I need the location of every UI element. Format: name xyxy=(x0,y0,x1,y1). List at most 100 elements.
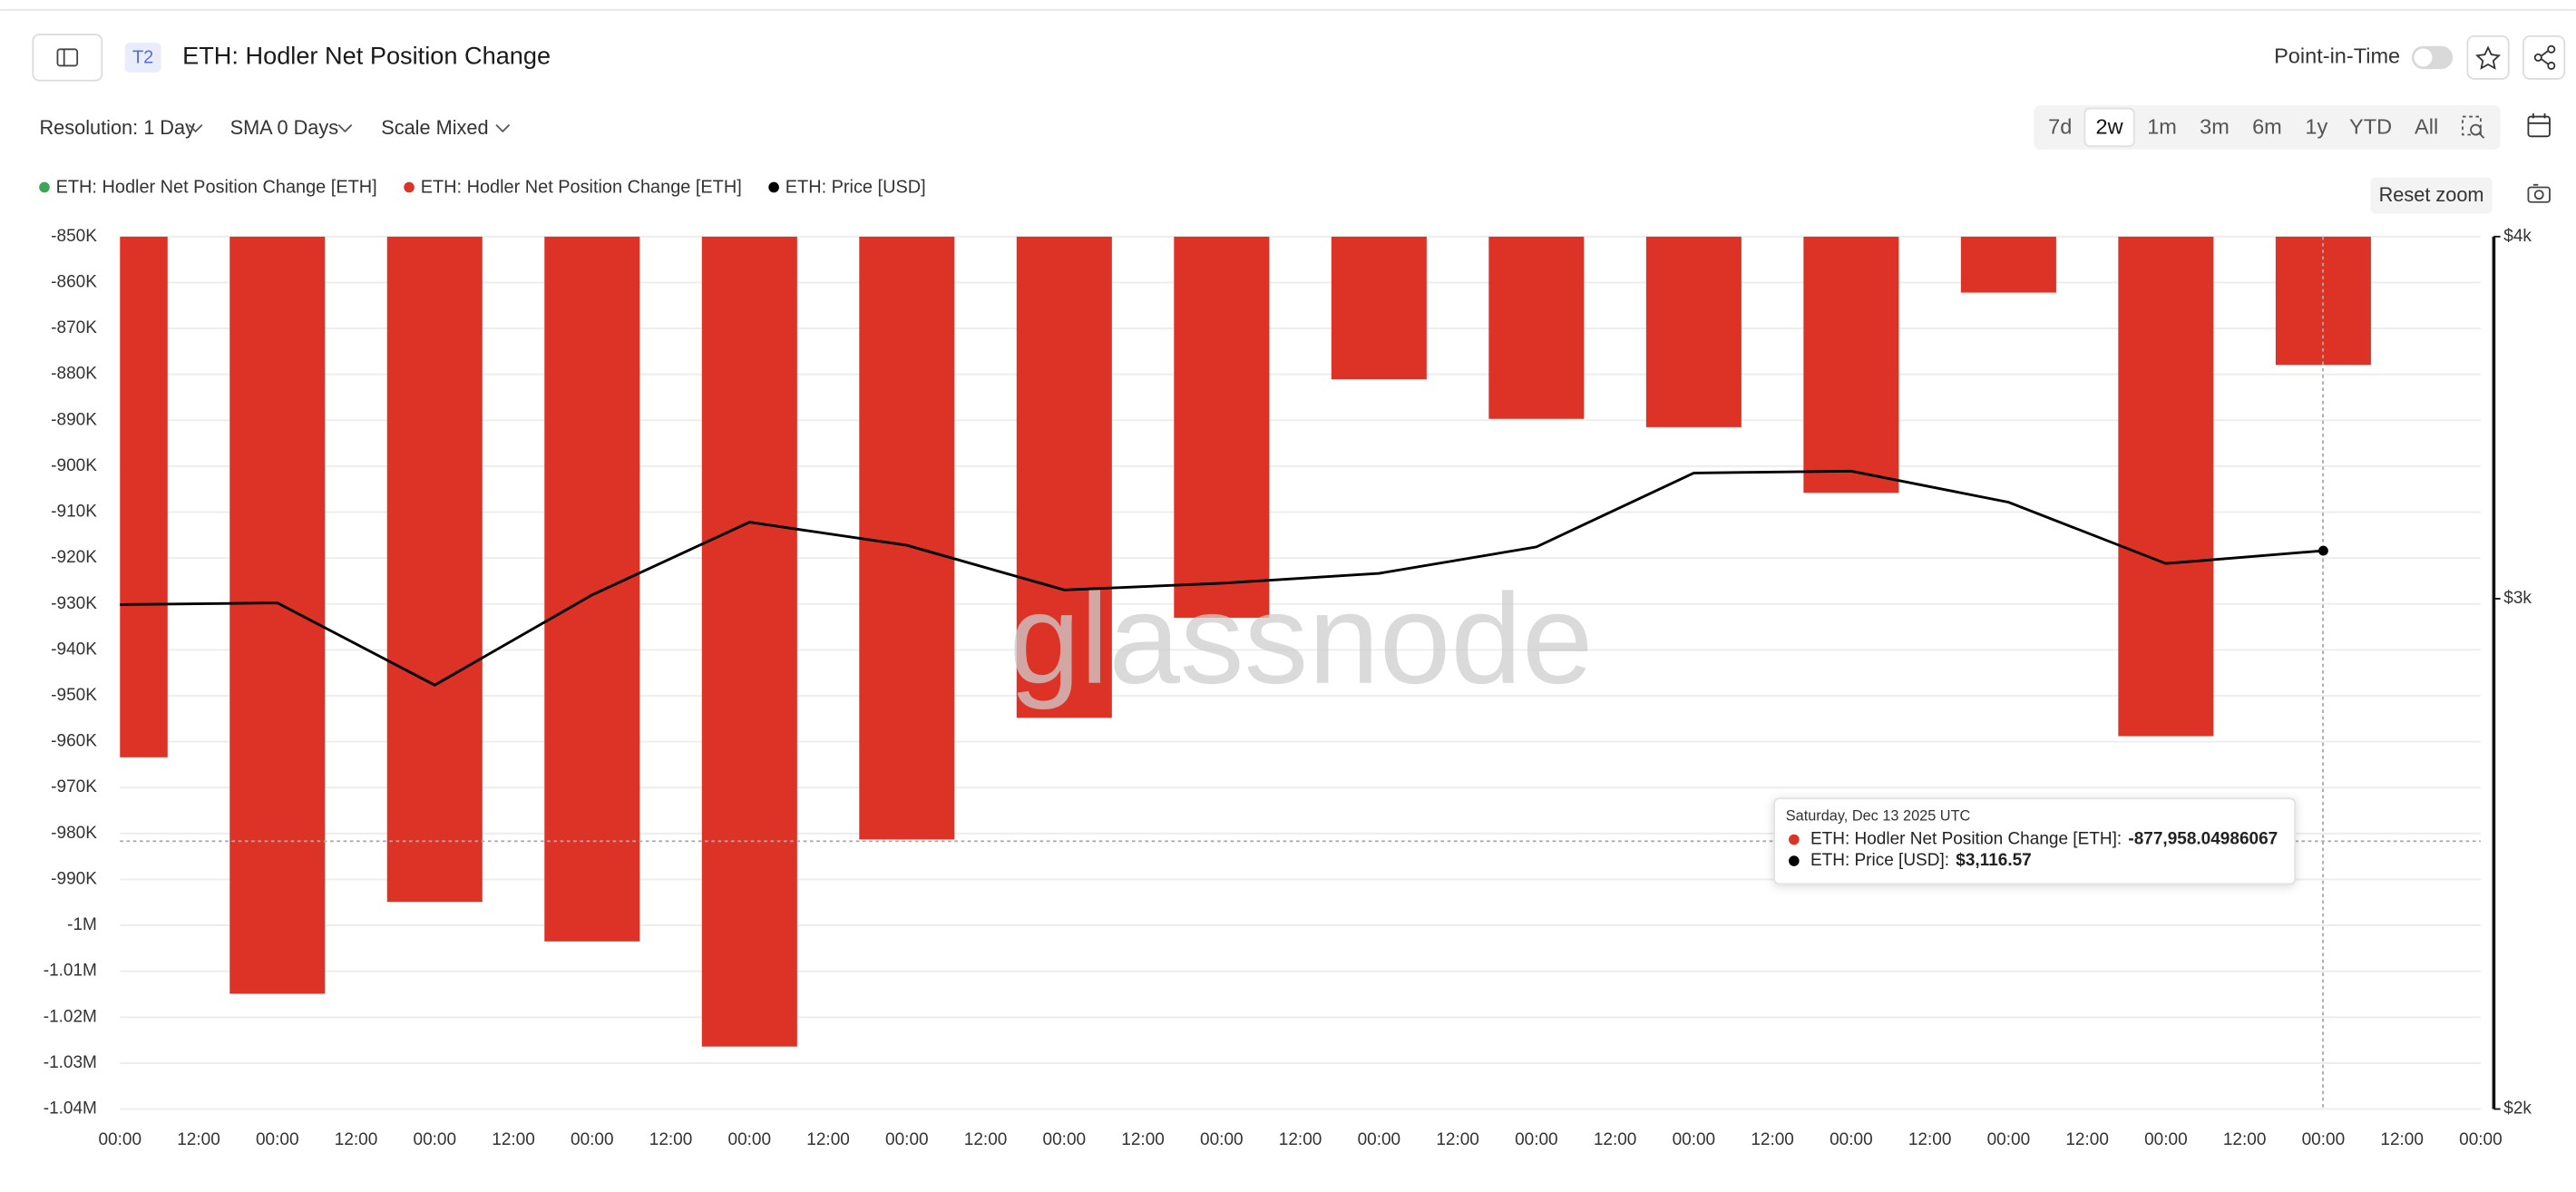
y-tick-label: -910K xyxy=(51,503,97,522)
range-button[interactable]: 6m xyxy=(2252,114,2282,138)
x-tick-label: 00:00 xyxy=(1987,1130,2031,1149)
x-tick-label: 00:00 xyxy=(1830,1130,1873,1149)
bar xyxy=(120,236,168,757)
sma-select[interactable]: SMA 0 Days xyxy=(230,116,339,139)
bar xyxy=(859,236,955,840)
reset-zoom-button[interactable] xyxy=(2370,177,2493,214)
reset-zoom-label: Reset zoom xyxy=(2379,183,2484,206)
bar xyxy=(2118,236,2214,737)
chevron xyxy=(495,124,511,133)
bar xyxy=(1331,236,1427,380)
camera-icon[interactable] xyxy=(2527,183,2551,203)
legend-swatch xyxy=(768,181,779,193)
share-icon xyxy=(2533,44,2556,70)
range-button[interactable]: 2w xyxy=(2096,114,2124,138)
chevron xyxy=(337,124,353,133)
range-button[interactable]: 7d xyxy=(2048,114,2072,138)
x-tick-label: 12:00 xyxy=(335,1130,378,1149)
x-tick-label: 12:00 xyxy=(1121,1130,1165,1149)
x-tick-label: 00:00 xyxy=(2302,1130,2346,1149)
chart-title: ETH: Hodler Net Position Change xyxy=(182,42,551,70)
x-tick-label: 00:00 xyxy=(1358,1130,1401,1149)
tooltip-row: ETH: Hodler Net Position Change [ETH]: -8… xyxy=(1810,830,2278,849)
chevron xyxy=(188,124,203,133)
y-tick-label: -940K xyxy=(51,640,97,659)
resolution-select[interactable]: Resolution: 1 Day xyxy=(40,116,196,139)
y-tick-label: -930K xyxy=(51,594,97,613)
y-tick-label: -990K xyxy=(51,869,97,888)
x-tick-label: 00:00 xyxy=(885,1130,929,1149)
x-tick-label: 12:00 xyxy=(1436,1130,1479,1149)
zoom-select-icon[interactable] xyxy=(2462,115,2485,139)
x-tick-label: 12:00 xyxy=(1279,1130,1322,1149)
x-tick-label: 00:00 xyxy=(256,1130,299,1149)
sidebar-toggle[interactable] xyxy=(32,34,103,82)
x-tick-label: 00:00 xyxy=(1200,1130,1244,1149)
y-tick-label: -900K xyxy=(51,456,97,475)
point-in-time-label: Point-in-Time xyxy=(2274,44,2400,68)
range-selected xyxy=(2083,107,2135,148)
range-button[interactable]: YTD xyxy=(2349,114,2392,138)
tier-badge-text: T2 xyxy=(132,48,153,68)
y-tick-label: -860K xyxy=(51,272,97,291)
toggle-knob xyxy=(2414,48,2433,67)
price-line xyxy=(120,469,2324,687)
bar xyxy=(701,236,797,1047)
x-tick-label: 00:00 xyxy=(414,1130,457,1149)
legend-swatch xyxy=(404,181,415,193)
y-tick-label: -1.03M xyxy=(44,1053,97,1072)
range-button[interactable]: 1y xyxy=(2305,114,2327,138)
x-tick-label: 12:00 xyxy=(177,1130,220,1149)
star-icon xyxy=(2475,45,2502,70)
x-tick-label: 00:00 xyxy=(2144,1130,2188,1149)
favorite-button[interactable] xyxy=(2466,34,2510,80)
tooltip-value: -877,958.04986067 xyxy=(2128,830,2278,849)
bar xyxy=(1803,236,1899,493)
sidebar-icon xyxy=(56,48,79,67)
tooltip-swatch xyxy=(1789,855,1800,866)
x-tick-label: 12:00 xyxy=(1908,1130,1952,1149)
tooltip-row: ETH: Price [USD]: $3,116.57 xyxy=(1810,851,2032,870)
range-group xyxy=(2034,104,2501,150)
tooltip-box xyxy=(1773,797,2297,885)
legend-label[interactable]: ETH: Hodler Net Position Change [ETH] xyxy=(56,178,377,198)
y-tick-label: -1.04M xyxy=(44,1099,97,1119)
x-tick-label: 12:00 xyxy=(649,1130,693,1149)
range-button[interactable]: 3m xyxy=(2200,114,2230,138)
legend-label[interactable]: ETH: Price [USD] xyxy=(785,178,926,198)
range-button[interactable]: 1m xyxy=(2147,114,2177,138)
y2-tick-label: $2k xyxy=(2503,1099,2532,1119)
x-tick-label: 12:00 xyxy=(806,1130,850,1149)
bar xyxy=(544,236,640,942)
x-tick-label: 12:00 xyxy=(1751,1130,1794,1149)
legend-swatch xyxy=(39,181,50,193)
x-tick-label: 00:00 xyxy=(728,1130,772,1149)
y-tick-label: -890K xyxy=(51,410,97,429)
x-tick-label: 00:00 xyxy=(1515,1130,1558,1149)
y-tick-label: -1M xyxy=(67,915,97,934)
bar xyxy=(2275,236,2371,366)
x-tick-label: 00:00 xyxy=(1043,1130,1087,1149)
y-tick-label: -880K xyxy=(51,365,97,384)
y-tick-label: -870K xyxy=(51,318,97,337)
watermark: glassnode xyxy=(1009,567,1593,710)
x-tick-label: 00:00 xyxy=(98,1130,141,1149)
y-tick-label: -970K xyxy=(51,777,97,796)
scale-select[interactable]: Scale Mixed xyxy=(381,116,488,139)
range-button[interactable]: All xyxy=(2415,114,2438,138)
tooltip-swatch xyxy=(1789,834,1800,845)
bar xyxy=(229,236,326,994)
hover-point xyxy=(2317,545,2328,556)
tooltip-date: Saturday, Dec 13 2025 UTC xyxy=(1786,807,1971,824)
legend-label[interactable]: ETH: Hodler Net Position Change [ETH] xyxy=(421,178,742,198)
y-tick-label: -920K xyxy=(51,548,97,567)
x-tick-label: 12:00 xyxy=(964,1130,1008,1149)
x-tick-label: 00:00 xyxy=(1673,1130,1716,1149)
calendar-icon[interactable] xyxy=(2527,112,2551,138)
bar xyxy=(1645,236,1742,427)
y-tick-label: -1.02M xyxy=(44,1007,97,1026)
y-tick-label: -950K xyxy=(51,686,97,705)
share-button[interactable] xyxy=(2522,34,2566,80)
tier-badge xyxy=(124,43,161,73)
